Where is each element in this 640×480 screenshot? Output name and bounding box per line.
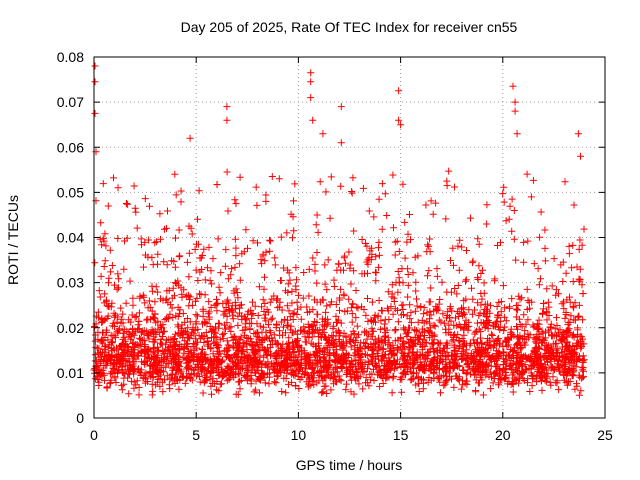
y-tick-label: 0.02 — [57, 320, 84, 336]
y-tick-label: 0.07 — [57, 94, 84, 110]
y-axis-ticks: 0 0.01 0.02 0.03 0.04 0.05 0.06 0.07 0.08 — [57, 49, 605, 426]
chart-title: Day 205 of 2025, Rate Of TEC Index for r… — [181, 19, 518, 35]
x-axis-ticks: 0 5 10 15 20 25 — [90, 57, 613, 443]
x-axis-label: GPS time / hours — [296, 457, 403, 473]
scatter-markers — [90, 62, 588, 399]
x-tick-label: 0 — [90, 427, 98, 443]
y-tick-label: 0.01 — [57, 365, 84, 381]
x-tick-label: 5 — [192, 427, 200, 443]
y-tick-label: 0.03 — [57, 275, 84, 291]
y-tick-label: 0 — [76, 410, 84, 426]
y-tick-label: 0.04 — [57, 230, 84, 246]
x-tick-label: 25 — [597, 427, 613, 443]
x-tick-label: 10 — [291, 427, 307, 443]
x-tick-label: 15 — [393, 427, 409, 443]
data-points — [90, 62, 588, 399]
y-tick-label: 0.06 — [57, 139, 84, 155]
y-axis-label: ROTI / TECUs — [5, 195, 21, 285]
y-tick-label: 0.08 — [57, 49, 84, 65]
x-tick-label: 20 — [495, 427, 511, 443]
y-tick-label: 0.05 — [57, 184, 84, 200]
